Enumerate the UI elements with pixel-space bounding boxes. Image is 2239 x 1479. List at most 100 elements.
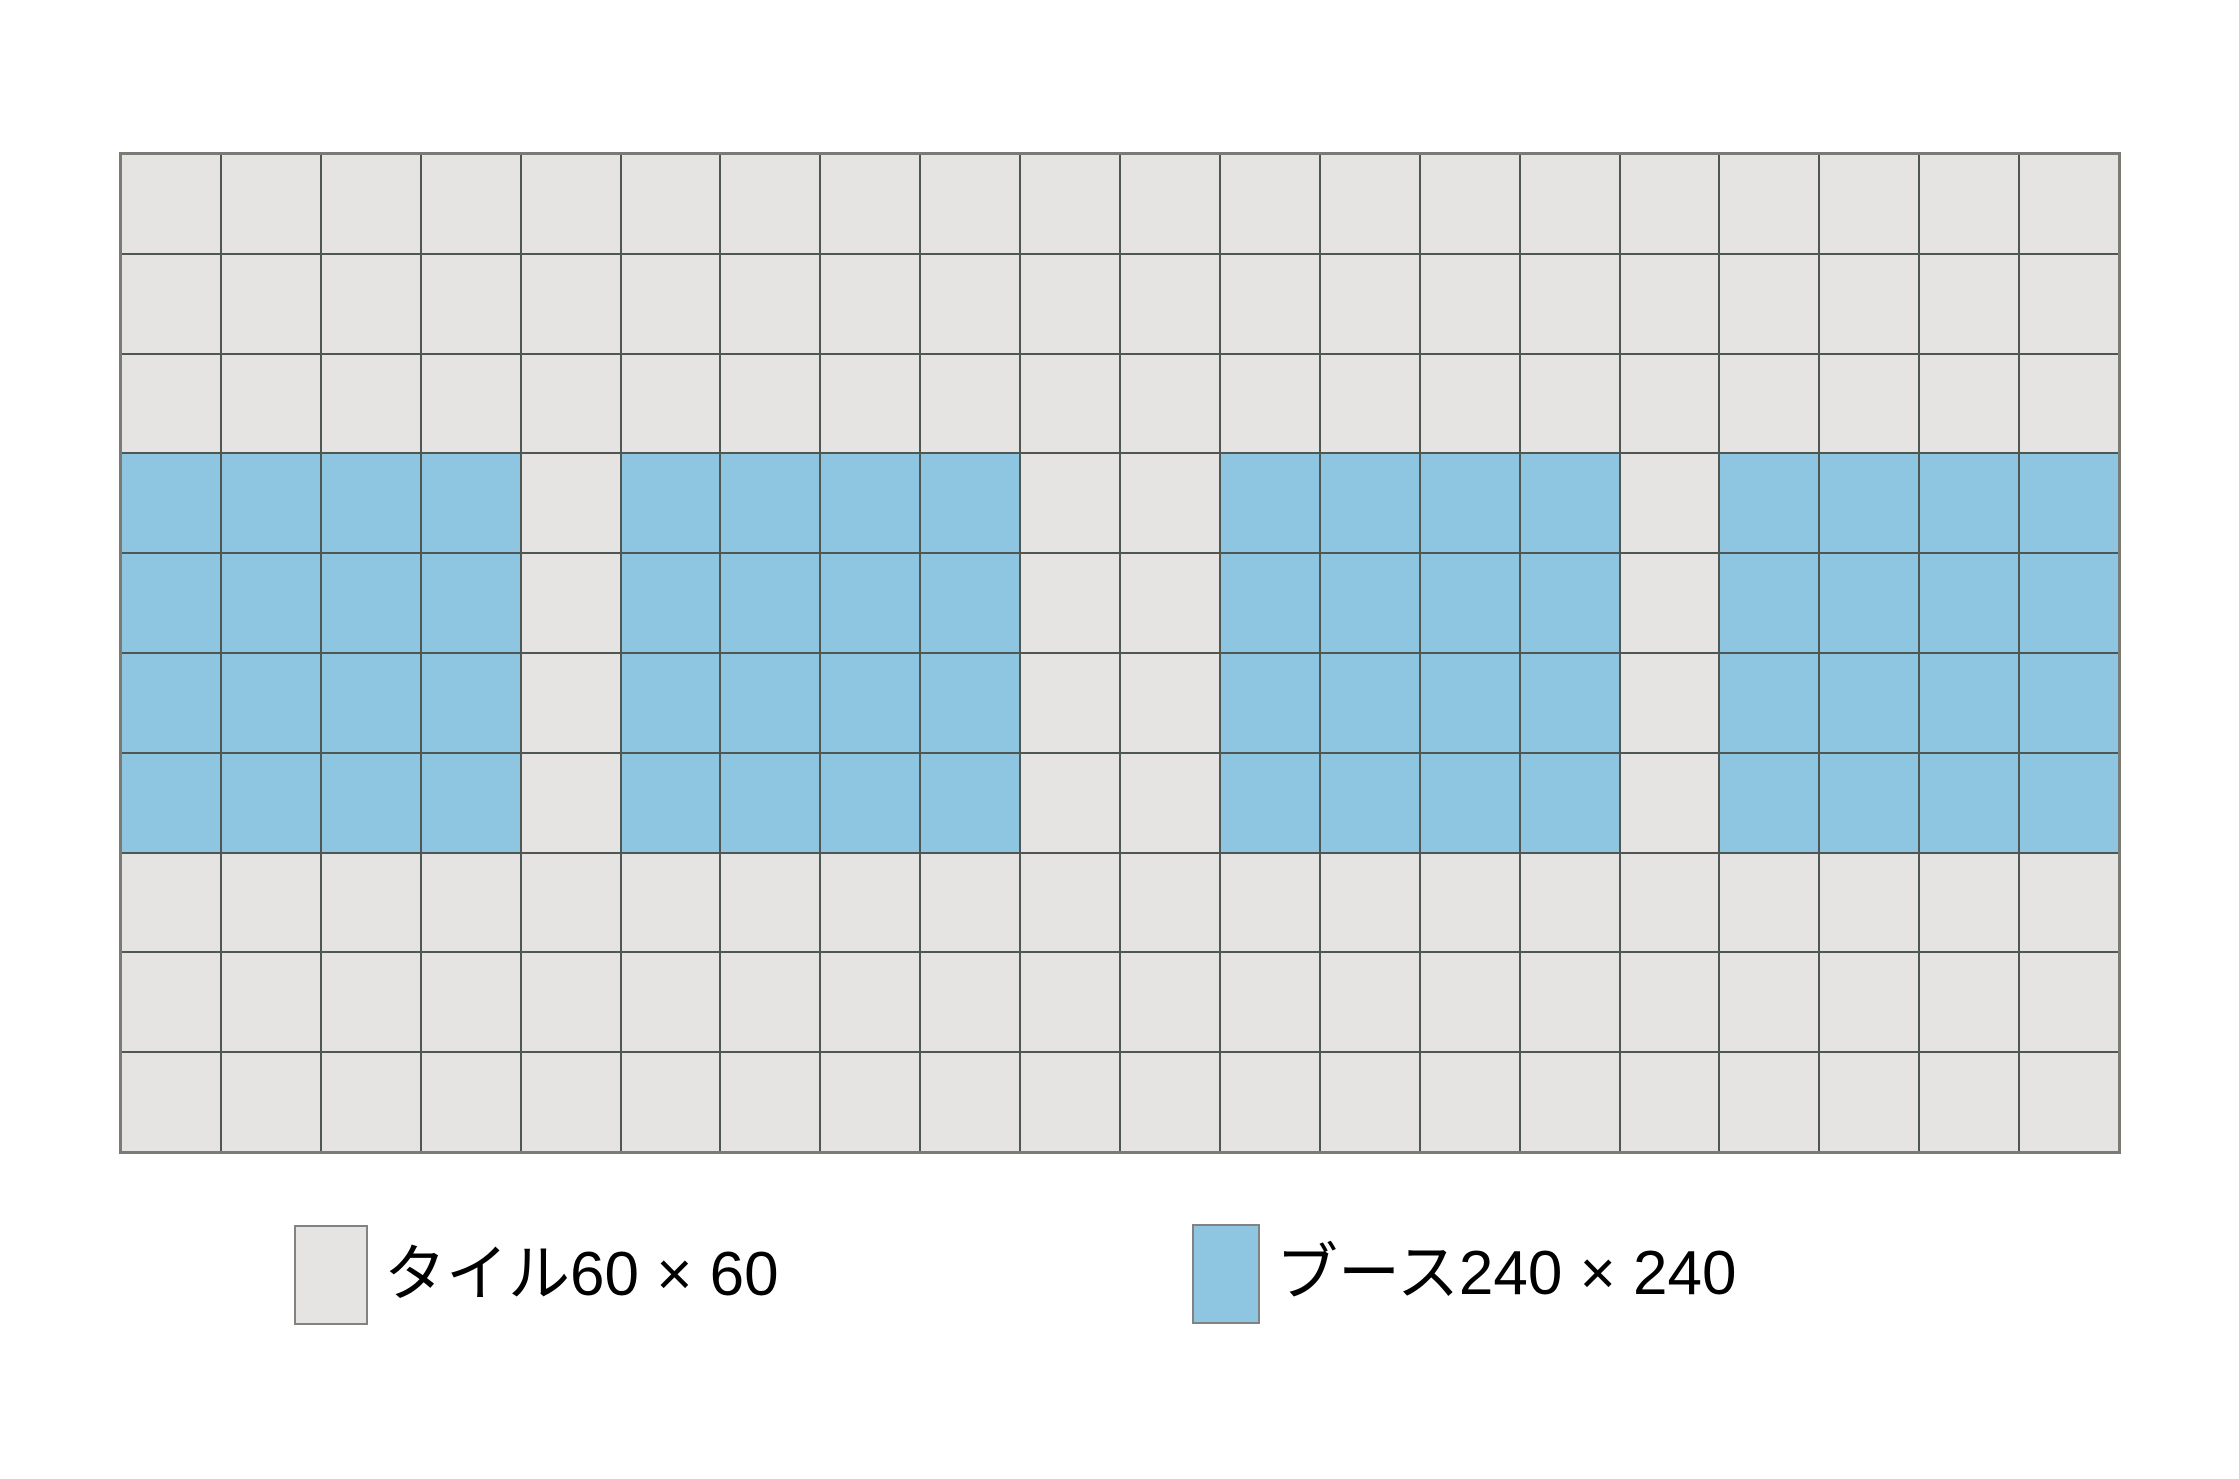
tile-cell xyxy=(721,354,820,453)
tile-cell xyxy=(621,853,720,952)
tile-cell xyxy=(1620,1053,1719,1151)
booth-cell xyxy=(1820,654,1919,752)
booth-cell xyxy=(2020,454,2118,553)
tile-cell xyxy=(1420,155,1519,253)
booth-cell xyxy=(321,454,420,553)
booth-cell xyxy=(1720,753,1819,852)
booth-cell xyxy=(122,654,220,752)
booth-cell xyxy=(221,454,320,553)
tile-cell xyxy=(1121,753,1219,852)
tile-cell xyxy=(621,155,720,253)
tile-cell xyxy=(1620,654,1719,752)
booth-cell xyxy=(1220,654,1319,752)
tile-cell xyxy=(521,1053,620,1151)
tile-cell xyxy=(1720,1053,1819,1151)
tile-cell xyxy=(921,254,1020,353)
tile-cell xyxy=(1520,254,1619,353)
tile-cell xyxy=(421,354,520,453)
tile-cell xyxy=(1420,354,1519,453)
tile-cell xyxy=(1021,254,1119,353)
tile-cell xyxy=(1920,953,2019,1052)
tile-cell xyxy=(521,753,620,852)
tile-cell xyxy=(1121,155,1219,253)
tile-cell xyxy=(721,155,820,253)
booth-cell xyxy=(721,454,820,553)
booth-cell xyxy=(122,753,220,852)
tile-cell xyxy=(2020,953,2118,1052)
booth-cell xyxy=(321,654,420,752)
booth-cell xyxy=(1420,654,1519,752)
tile-cell xyxy=(221,853,320,952)
tile-cell xyxy=(421,1053,520,1151)
tile-cell xyxy=(1520,853,1619,952)
tile-cell xyxy=(421,953,520,1052)
tile-cell xyxy=(1620,554,1719,652)
tile-cell xyxy=(122,155,220,253)
tile-cell xyxy=(921,1053,1020,1151)
tile-cell xyxy=(721,953,820,1052)
booth-cell xyxy=(421,654,520,752)
tile-cell xyxy=(1920,254,2019,353)
tile-cell xyxy=(621,254,720,353)
booth-cell xyxy=(2020,753,2118,852)
tile-cell xyxy=(821,254,920,353)
tile-cell xyxy=(1021,354,1119,453)
tile-cell xyxy=(421,254,520,353)
tile-cell xyxy=(1021,454,1119,553)
tile-cell xyxy=(1320,953,1419,1052)
booth-cell xyxy=(221,654,320,752)
tile-cell xyxy=(1620,155,1719,253)
tile-cell xyxy=(421,853,520,952)
tile-cell xyxy=(2020,254,2118,353)
tile-cell xyxy=(521,953,620,1052)
tile-cell xyxy=(1220,354,1319,453)
booth-cell xyxy=(921,753,1020,852)
booth-cell xyxy=(321,554,420,652)
legend-label-tile: タイル60 × 60 xyxy=(384,1240,779,1309)
tile-cell xyxy=(421,155,520,253)
tile-cell xyxy=(1620,853,1719,952)
booth-cell xyxy=(1720,654,1819,752)
tile-cell xyxy=(1121,554,1219,652)
tile-cell xyxy=(1121,853,1219,952)
tile-cell xyxy=(821,354,920,453)
legend-item-booth: ブース240 × 240 xyxy=(1192,1224,1736,1324)
booth-cell xyxy=(2020,554,2118,652)
tile-cell xyxy=(1720,853,1819,952)
tile-cell xyxy=(321,354,420,453)
booth-cell xyxy=(1220,554,1319,652)
tile-cell xyxy=(621,953,720,1052)
tile-cell xyxy=(721,853,820,952)
tile-cell xyxy=(1820,953,1919,1052)
tile-cell xyxy=(2020,354,2118,453)
booth-cell xyxy=(721,753,820,852)
booth-cell xyxy=(1920,554,2019,652)
booth-cell xyxy=(1220,454,1319,553)
booth-cell xyxy=(821,654,920,752)
tile-cell xyxy=(521,654,620,752)
booth-cell xyxy=(122,554,220,652)
tile-cell xyxy=(321,254,420,353)
booth-cell xyxy=(421,454,520,553)
tile-cell xyxy=(1320,853,1419,952)
booth-cell xyxy=(1820,554,1919,652)
tile-cell xyxy=(521,853,620,952)
tile-cell xyxy=(1920,354,2019,453)
tile-cell xyxy=(1620,254,1719,353)
tile-cell xyxy=(1121,654,1219,752)
booth-cell xyxy=(1820,454,1919,553)
tile-cell xyxy=(1520,1053,1619,1151)
tile-cell xyxy=(1520,953,1619,1052)
tile-cell xyxy=(2020,1053,2118,1151)
tile-cell xyxy=(221,1053,320,1151)
tile-cell xyxy=(521,254,620,353)
tile-cell xyxy=(1021,654,1119,752)
booth-cell xyxy=(1920,753,2019,852)
tile-cell xyxy=(521,454,620,553)
booth-cell xyxy=(321,753,420,852)
tile-cell xyxy=(1820,155,1919,253)
booth-cell xyxy=(1920,654,2019,752)
tile-cell xyxy=(1021,1053,1119,1151)
booth-cell xyxy=(1820,753,1919,852)
booth-cell xyxy=(621,753,720,852)
